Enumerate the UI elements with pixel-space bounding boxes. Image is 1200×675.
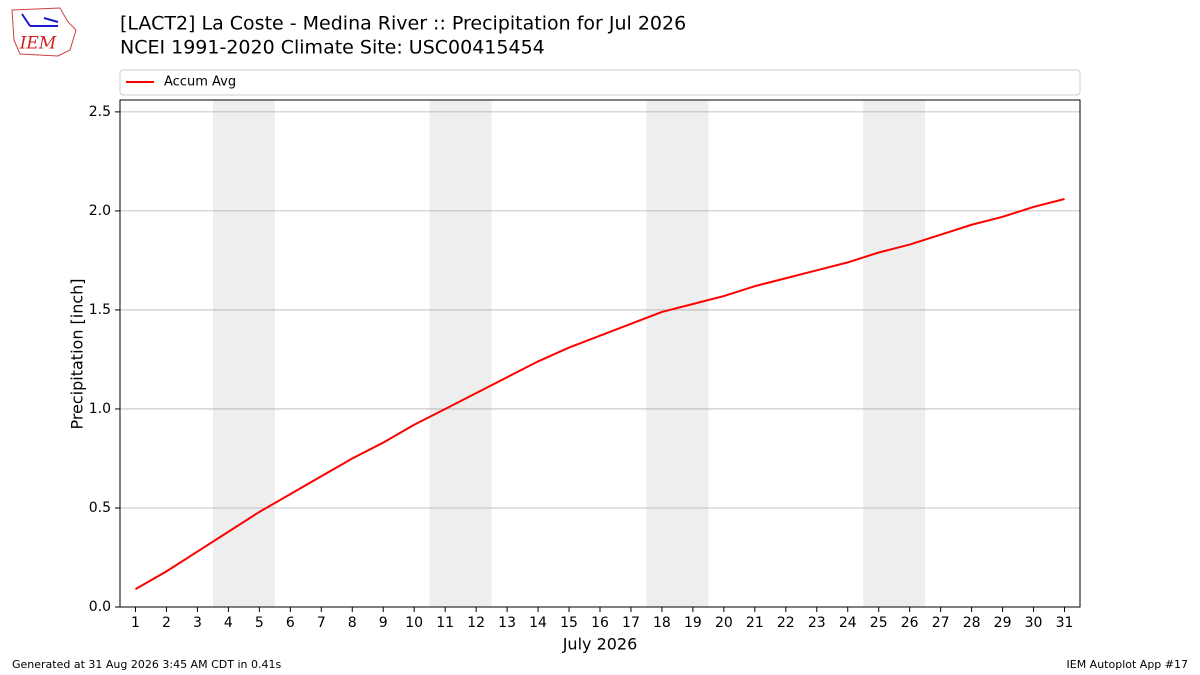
- y-axis-label: Precipitation [inch]: [68, 278, 87, 429]
- x-tick-label: 14: [529, 615, 547, 631]
- x-tick-label: 10: [405, 615, 423, 631]
- chart-title: [LACT2] La Coste - Medina River :: Preci…: [120, 13, 686, 35]
- x-tick-label: 11: [436, 615, 454, 631]
- x-tick-label: 2: [162, 615, 171, 631]
- logo-text: IEM: [19, 34, 57, 54]
- x-tick-label: 15: [560, 615, 578, 631]
- x-tick-label: 30: [1025, 615, 1043, 631]
- weekend-shade: [212, 100, 275, 607]
- x-tick-label: 12: [467, 615, 485, 631]
- weekend-shade: [646, 100, 709, 607]
- weekend-shade: [863, 100, 926, 607]
- y-tick-label: 1.5: [89, 302, 111, 318]
- x-tick-label: 22: [777, 615, 795, 631]
- x-tick-label: 23: [808, 615, 826, 631]
- x-tick-label: 26: [901, 615, 919, 631]
- x-tick-label: 6: [286, 615, 295, 631]
- y-tick-label: 1.0: [89, 401, 111, 417]
- weekend-shade: [429, 100, 492, 607]
- x-tick-label: 20: [715, 615, 733, 631]
- x-tick-label: 28: [963, 615, 981, 631]
- x-tick-label: 16: [591, 615, 609, 631]
- y-tick-label: 2.0: [89, 203, 111, 219]
- x-tick-label: 27: [932, 615, 950, 631]
- x-tick-label: 31: [1056, 615, 1074, 631]
- x-tick-label: 29: [994, 615, 1012, 631]
- y-tick-label: 2.5: [89, 104, 111, 120]
- x-tick-label: 25: [870, 615, 888, 631]
- x-tick-label: 24: [839, 615, 857, 631]
- x-tick-label: 4: [224, 615, 233, 631]
- x-tick-label: 17: [622, 615, 640, 631]
- x-tick-label: 7: [317, 615, 326, 631]
- x-tick-label: 9: [379, 615, 388, 631]
- chart-subtitle: NCEI 1991-2020 Climate Site: USC00415454: [120, 37, 545, 59]
- x-tick-label: 8: [348, 615, 357, 631]
- x-tick-label: 18: [653, 615, 671, 631]
- logo: IEM: [11, 7, 77, 57]
- x-tick-label: 19: [684, 615, 702, 631]
- legend-label: Accum Avg: [164, 75, 236, 90]
- logo-icon: [21, 13, 59, 27]
- y-tick-label: 0.0: [89, 599, 111, 615]
- logo-outline: [11, 7, 77, 57]
- x-tick-label: 21: [746, 615, 764, 631]
- series-line: [134, 198, 1065, 591]
- x-tick-label: 1: [131, 615, 140, 631]
- x-tick-label: 13: [498, 615, 516, 631]
- x-axis-label: July 2026: [562, 635, 638, 654]
- footer-right: IEM Autoplot App #17: [1067, 658, 1189, 671]
- footer-left: Generated at 31 Aug 2026 3:45 AM CDT in …: [12, 658, 281, 671]
- x-tick-label: 5: [255, 615, 264, 631]
- plot-frame: [119, 99, 1081, 608]
- x-tick-label: 3: [193, 615, 202, 631]
- legend-box: [119, 69, 1081, 96]
- y-tick-label: 0.5: [89, 500, 111, 516]
